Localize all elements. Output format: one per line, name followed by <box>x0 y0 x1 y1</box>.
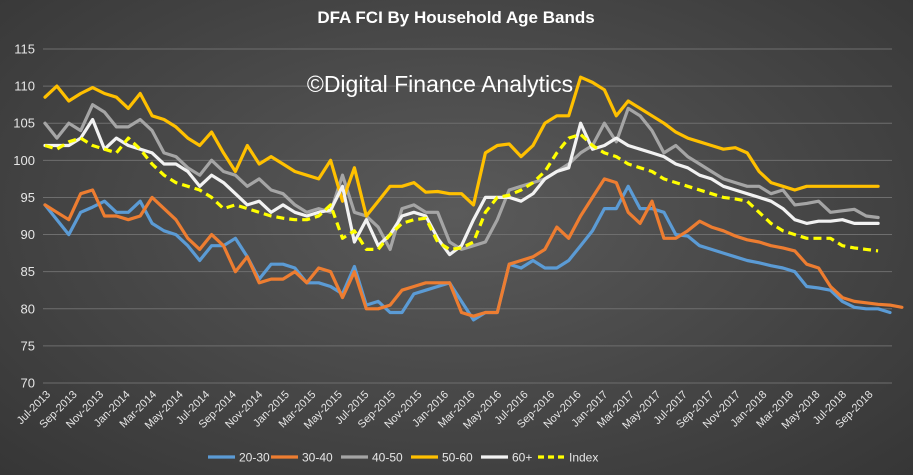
y-tick-label: 115 <box>14 42 35 57</box>
legend-label-30-40: 30-40 <box>302 451 333 465</box>
y-tick-label: 110 <box>14 79 35 94</box>
legend-label-50-60: 50-60 <box>442 451 473 465</box>
series-line-40-50 <box>43 103 880 251</box>
watermark: ©Digital Finance Analytics <box>307 71 573 97</box>
legend-label-Index: Index <box>569 451 598 465</box>
series-line-60+ <box>43 117 880 257</box>
y-tick-label: 90 <box>21 227 35 242</box>
series-line-50-60 <box>43 75 880 218</box>
legend-label-40-50: 40-50 <box>372 451 403 465</box>
y-tick-label: 105 <box>13 116 35 131</box>
legend-label-60+: 60+ <box>512 451 532 465</box>
legend-label-20-30: 20-30 <box>239 451 270 465</box>
y-axis: 70 75 80 85 90 95 100 105 110 115 <box>13 42 35 391</box>
series-line-20-30 <box>43 184 892 322</box>
y-tick-label: 95 <box>21 190 35 205</box>
legend: 20-30 30-40 40-50 50-60 60+ Index <box>208 451 598 465</box>
y-tick-label: 75 <box>21 338 35 353</box>
series-line-30-40 <box>43 177 904 318</box>
y-tick-label: 80 <box>21 301 35 316</box>
series-line-Index <box>44 132 879 253</box>
chart-title: DFA FCI By Household Age Bands <box>317 8 594 27</box>
y-tick-label: 70 <box>21 376 35 391</box>
series-lines <box>43 75 904 322</box>
y-tick-label: 85 <box>21 264 35 279</box>
x-axis: Jul-2013Sep-2013Nov-2013Jan-2014Mar-2014… <box>15 389 876 432</box>
y-tick-label: 100 <box>13 153 35 168</box>
